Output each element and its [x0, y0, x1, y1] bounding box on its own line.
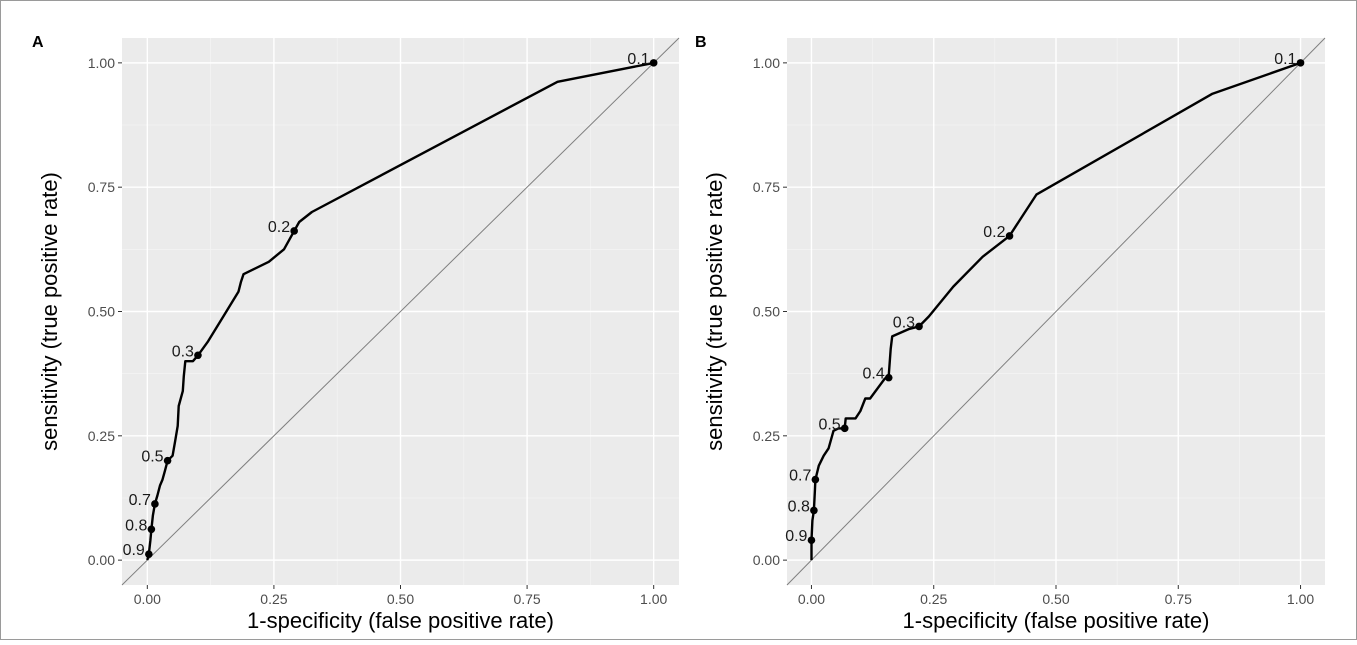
threshold-label: 0.8 — [788, 498, 810, 515]
threshold-label: 0.9 — [123, 542, 145, 559]
axes: 0.00 0.25 0.50 0.75 1.00 0.00 0.25 0.50 0.75 1.00 — [753, 55, 1315, 607]
x-tick-label: 0.50 — [1042, 591, 1069, 607]
y-tick-label: 0.50 — [753, 304, 780, 320]
y-tick-label: 0.25 — [753, 428, 780, 444]
threshold-label: 0.7 — [129, 492, 151, 509]
reference-line — [121, 37, 680, 586]
threshold-label: 0.3 — [172, 343, 194, 360]
threshold-label: 0.2 — [268, 219, 290, 236]
threshold-point — [145, 550, 153, 558]
threshold-point — [810, 506, 818, 515]
x-tick-label: 0.25 — [260, 591, 287, 607]
threshold-label: 0.5 — [141, 449, 163, 466]
threshold-point — [147, 525, 156, 534]
panel-label: A — [32, 34, 44, 51]
x-tick-label: 0.50 — [387, 591, 414, 607]
threshold-label: 0.5 — [818, 416, 840, 433]
reference-line — [786, 37, 1326, 586]
panel-label: B — [695, 34, 707, 51]
threshold-point — [290, 227, 298, 235]
y-axis-label: sensitivity (true positive rate) — [702, 172, 727, 451]
threshold-point — [151, 500, 159, 508]
threshold-point — [649, 59, 658, 67]
threshold-point — [884, 373, 893, 382]
y-tick-label: 0.25 — [88, 428, 115, 444]
axes: 0.00 0.25 0.50 0.75 1.00 0.00 0.25 0.50 0.75 1.00 — [88, 55, 668, 607]
threshold-label: 0.1 — [1274, 51, 1296, 68]
y-tick-label: 0.00 — [88, 552, 115, 568]
reference-diagonal — [121, 37, 680, 586]
x-tick-label: 0.75 — [1165, 591, 1192, 607]
reference-diagonal — [786, 37, 1326, 586]
threshold-label: 0.8 — [125, 517, 147, 534]
threshold-label: 0.4 — [862, 366, 884, 383]
y-axis-label: sensitivity (true positive rate) — [37, 172, 62, 451]
threshold-point — [915, 322, 923, 331]
threshold-point — [1005, 232, 1014, 240]
panel-a: A 0.1 0.2 0.3 0.5 0.7 0.8 0.9 0.00 0.25 0.50 0.75… — [32, 34, 680, 633]
threshold-label: 0.1 — [627, 51, 649, 68]
y-tick-label: 1.00 — [753, 55, 780, 71]
threshold-label: 0.2 — [983, 224, 1005, 241]
threshold-point — [840, 424, 849, 433]
x-axis-label: 1-specificity (false positive rate) — [903, 608, 1210, 633]
threshold-point — [194, 351, 202, 360]
x-tick-label: 0.25 — [920, 591, 947, 607]
y-tick-label: 0.00 — [753, 552, 780, 568]
x-tick-label: 0.75 — [513, 591, 540, 607]
x-axis-label: 1-specificity (false positive rate) — [247, 608, 554, 633]
y-tick-label: 0.75 — [88, 179, 115, 195]
threshold-label: 0.3 — [893, 314, 915, 331]
threshold-point — [163, 456, 172, 465]
threshold-point — [811, 475, 820, 484]
x-tick-label: 1.00 — [1287, 591, 1314, 607]
x-tick-label: 0.00 — [798, 591, 825, 607]
threshold-point — [1296, 59, 1305, 67]
x-tick-label: 0.00 — [134, 591, 161, 607]
threshold-label: 0.9 — [785, 528, 807, 545]
threshold-label: 0.7 — [789, 468, 811, 485]
y-tick-label: 0.75 — [753, 179, 780, 195]
panel-b: B 0.10.20.30.40.50.70.80.9 0.00 0.25 0.50 0… — [695, 34, 1326, 633]
y-tick-label: 0.50 — [88, 304, 115, 320]
grid-lines — [787, 38, 1325, 585]
threshold-points: 0.1 0.2 0.3 0.5 0.7 0.8 0.9 — [123, 51, 658, 559]
threshold-point — [807, 536, 816, 545]
threshold-points: 0.1 0.2 0.3 0.4 0.5 0.7 0.8 0.9 — [785, 51, 1305, 545]
y-tick-label: 1.00 — [88, 55, 115, 71]
x-tick-label: 1.00 — [640, 591, 667, 607]
